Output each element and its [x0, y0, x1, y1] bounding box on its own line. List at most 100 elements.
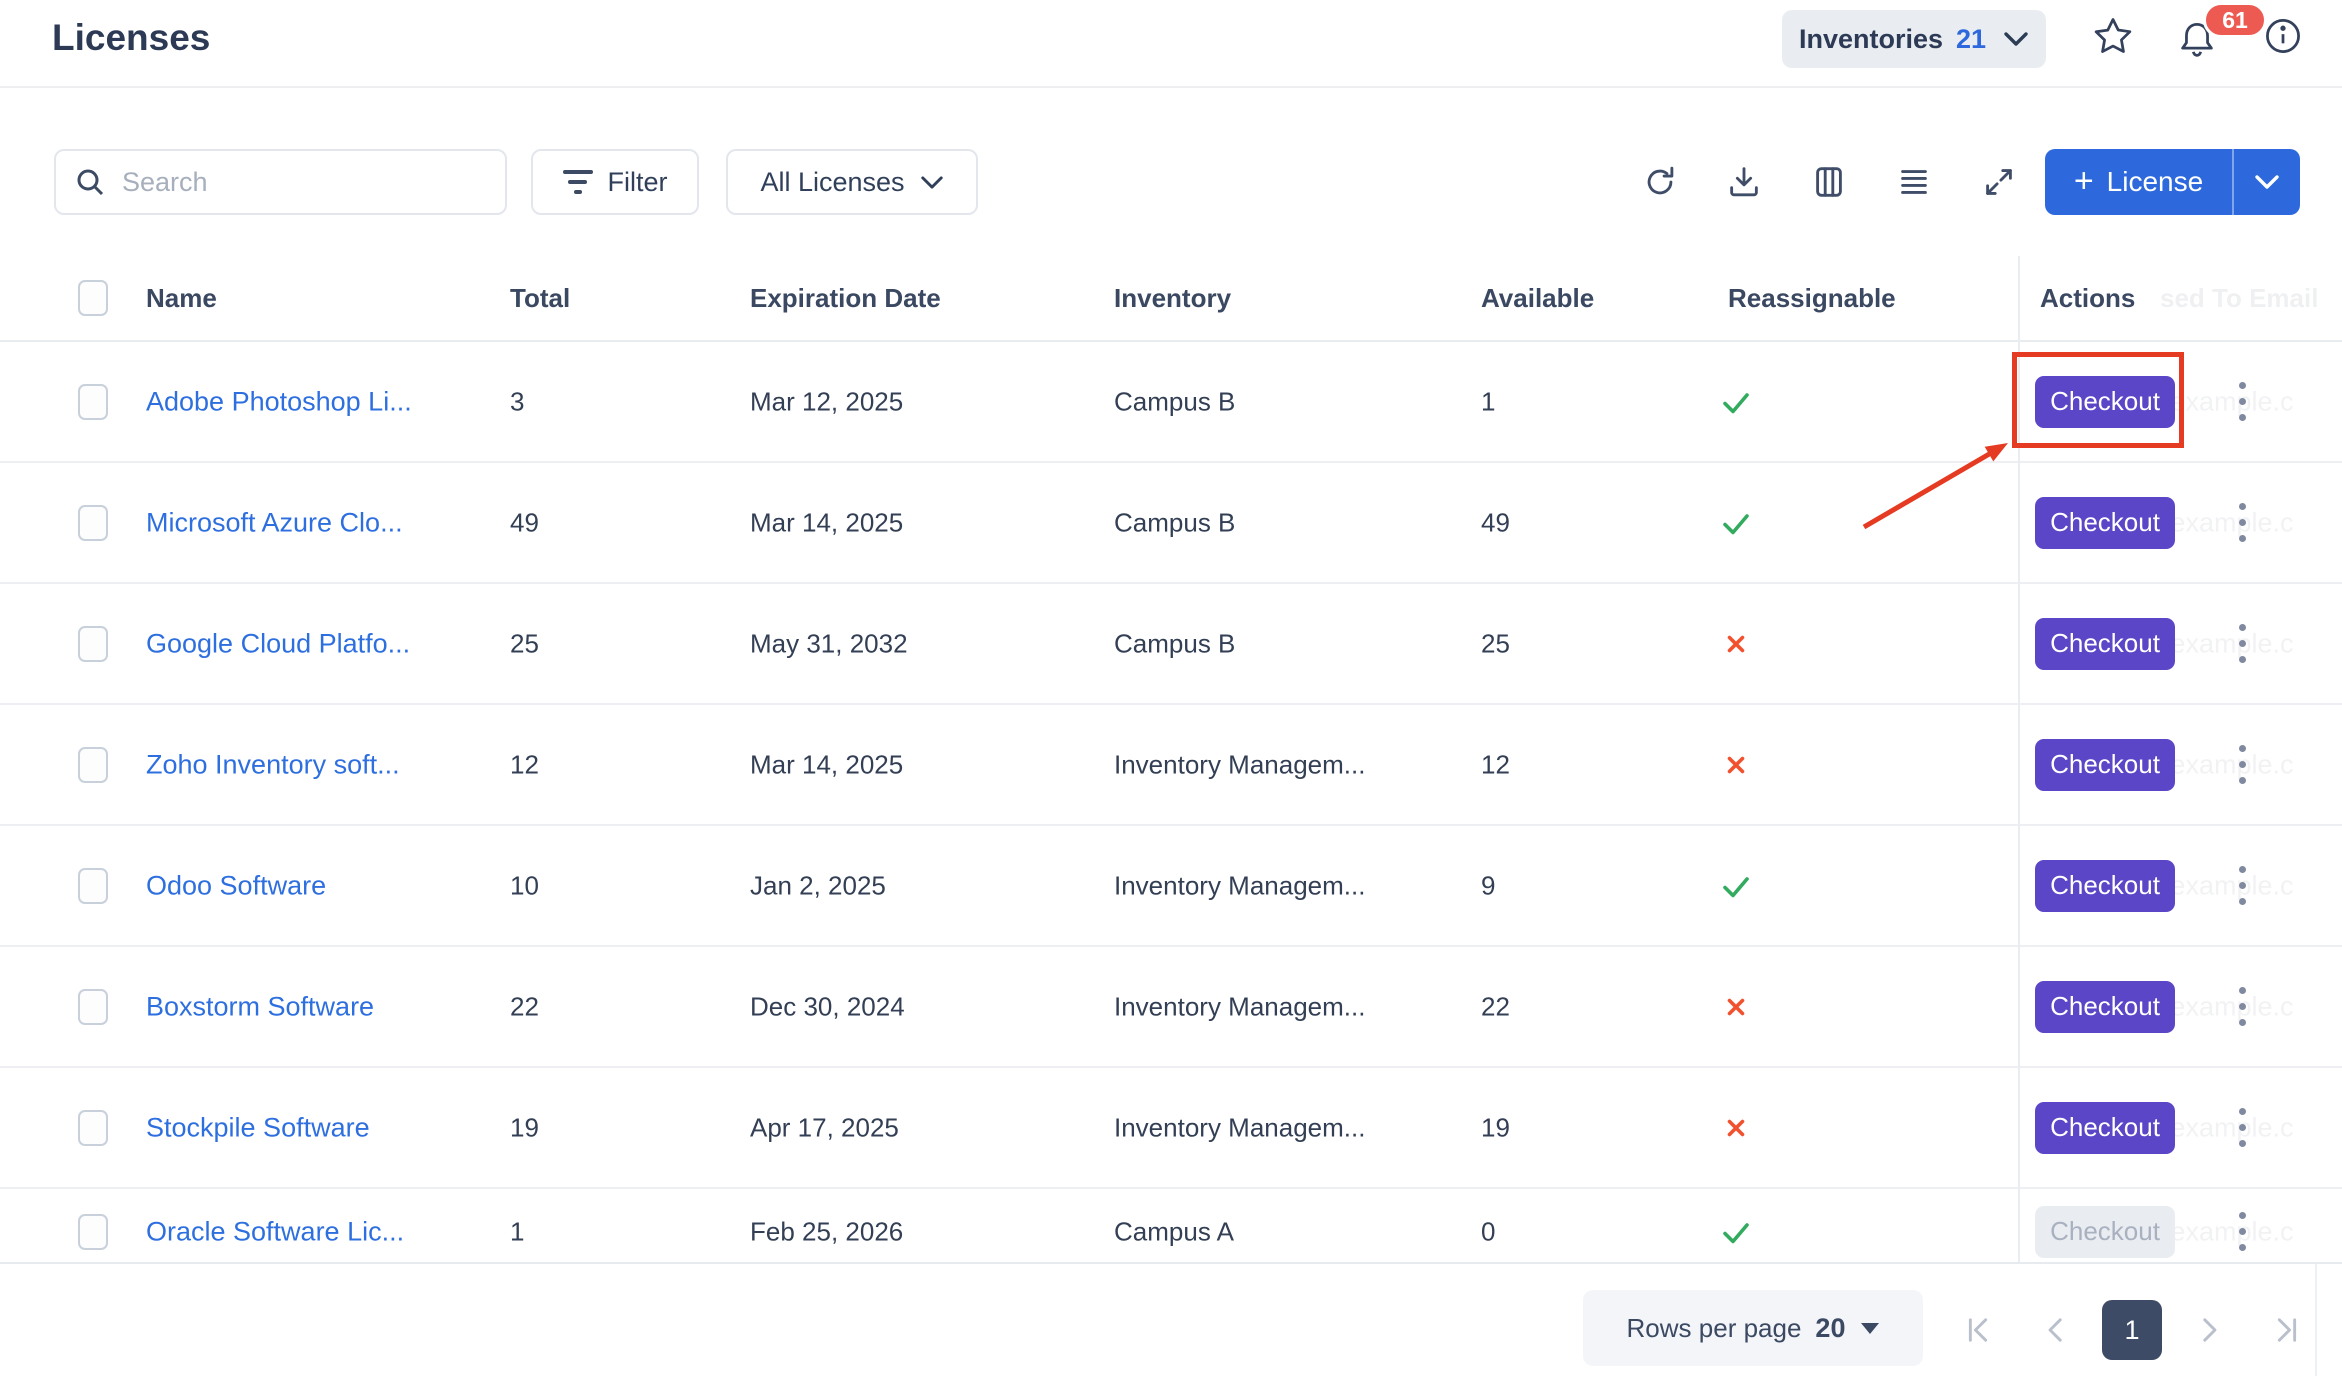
add-license-menu-toggle[interactable]: [2232, 149, 2300, 215]
row-actions-menu-button[interactable]: [2224, 858, 2260, 914]
row-checkbox[interactable]: [78, 625, 108, 662]
checkout-button[interactable]: Checkout: [2035, 738, 2175, 791]
checkout-button[interactable]: Checkout: [2035, 859, 2175, 912]
reassignable-yes-icon: [1716, 866, 1756, 906]
favorite-star-button[interactable]: [2089, 12, 2137, 60]
row-checkbox[interactable]: [78, 1109, 108, 1146]
row-checkbox[interactable]: [78, 504, 108, 541]
checkout-button[interactable]: Checkout: [2035, 980, 2175, 1033]
row-checkbox[interactable]: [78, 746, 108, 783]
row-actions-menu-button[interactable]: [2224, 495, 2260, 551]
inventory-cell: Inventory Managem...: [1114, 749, 1366, 779]
column-header-inventory[interactable]: Inventory: [1114, 282, 1232, 313]
refresh-button[interactable]: [1636, 158, 1684, 206]
chevron-down-icon: [2004, 32, 2028, 46]
inventory-cell: Campus A: [1114, 1216, 1234, 1246]
current-page-button[interactable]: 1: [2102, 1300, 2162, 1360]
total-cell: 49: [510, 507, 539, 537]
checkout-button: Checkout: [2035, 1205, 2175, 1258]
table-row-content: Microsoft Azure Clo... 49 Mar 14, 2025 Camp…: [0, 463, 2342, 582]
total-cell: 12: [510, 749, 539, 779]
add-license-button[interactable]: + License: [2045, 149, 2300, 215]
column-header-reassignable[interactable]: Reassignable: [1728, 282, 1896, 313]
reassignable-no-icon: [1716, 1108, 1756, 1148]
row-actions-menu-button[interactable]: [2224, 1100, 2260, 1156]
caret-down-icon: [1861, 1322, 1880, 1334]
license-name-link[interactable]: Stockpile Software: [146, 1112, 370, 1142]
filter-button[interactable]: Filter: [531, 149, 699, 215]
rows-per-page-dropdown[interactable]: Rows per page 20: [1583, 1290, 1923, 1366]
chevron-down-icon: [920, 175, 943, 189]
fullscreen-button[interactable]: [1975, 158, 2023, 206]
row-checkbox[interactable]: [78, 1213, 108, 1250]
reassignable-no-icon: [1716, 987, 1756, 1027]
license-name-link[interactable]: Oracle Software Lic...: [146, 1216, 405, 1246]
add-license-main[interactable]: + License: [2045, 149, 2232, 215]
list-view-icon: [1901, 170, 1927, 194]
table-row-content: Oracle Software Lic... 1 Feb 25, 2026 Campu…: [0, 1172, 2342, 1291]
previous-page-button[interactable]: [2036, 1310, 2076, 1350]
inventory-cell: Inventory Managem...: [1114, 1112, 1366, 1142]
expiration-date-cell: Jan 2, 2025: [750, 870, 886, 900]
expiration-date-cell: May 31, 2032: [750, 628, 908, 658]
inventory-cell: Campus B: [1114, 507, 1236, 537]
column-header-total[interactable]: Total: [510, 282, 571, 313]
select-all-checkbox[interactable]: [78, 280, 108, 316]
rows-per-page-value: 20: [1815, 1312, 1846, 1343]
column-header-expiration[interactable]: Expiration Date: [750, 282, 941, 313]
row-actions-menu-button[interactable]: [2224, 374, 2260, 430]
table-row-content: Stockpile Software 19 Apr 17, 2025 Inventor…: [0, 1068, 2342, 1187]
columns-button[interactable]: [1805, 158, 1853, 206]
expiration-date-cell: Dec 30, 2024: [750, 991, 905, 1021]
license-name-link[interactable]: Odoo Software: [146, 870, 327, 900]
table-row: Stockpile Software 19 Apr 17, 2025 Inventor…: [0, 1068, 2342, 1189]
checkout-button[interactable]: Checkout: [2035, 617, 2175, 670]
license-name-link[interactable]: Microsoft Azure Clo...: [146, 507, 403, 537]
total-cell: 1: [510, 1216, 525, 1246]
row-actions-menu-button[interactable]: [2224, 1204, 2260, 1260]
inventory-cell: Campus B: [1114, 386, 1236, 416]
reassignable-yes-icon: [1716, 503, 1756, 543]
table-row: Google Cloud Platfo... 25 May 31, 2032 Camp…: [0, 584, 2342, 705]
column-header-name[interactable]: Name: [146, 282, 217, 313]
download-button[interactable]: [1720, 158, 1768, 206]
filter-icon: [562, 170, 593, 194]
row-actions-menu-button[interactable]: [2224, 737, 2260, 793]
info-button[interactable]: [2259, 12, 2307, 60]
column-header-available[interactable]: Available: [1481, 282, 1595, 313]
last-page-button[interactable]: [2267, 1310, 2307, 1350]
table-row-content: Odoo Software 10 Jan 2, 2025 Inventory Mana…: [0, 826, 2342, 945]
first-page-button[interactable]: [1958, 1310, 1998, 1350]
checkout-button[interactable]: Checkout: [2035, 1101, 2175, 1154]
checkout-button[interactable]: Checkout: [2035, 496, 2175, 549]
chevron-left-icon: [2048, 1318, 2062, 1342]
info-icon: [2266, 19, 2300, 53]
row-checkbox[interactable]: [78, 383, 108, 420]
row-density-button[interactable]: [1890, 158, 1938, 206]
hidden-column-header-ghost: sed To Email: [2160, 282, 2319, 313]
actions-column-divider: [2018, 256, 2020, 1262]
row-actions-menu-button[interactable]: [2224, 616, 2260, 672]
inventories-dropdown[interactable]: Inventories 21: [1782, 10, 2046, 68]
inventory-cell: Campus B: [1114, 628, 1236, 658]
plus-icon: +: [2073, 161, 2094, 200]
license-name-link[interactable]: Adobe Photoshop Li...: [146, 386, 412, 416]
license-name-link[interactable]: Google Cloud Platfo...: [146, 628, 411, 658]
total-cell: 25: [510, 628, 539, 658]
row-actions-menu-button[interactable]: [2224, 979, 2260, 1035]
inventory-cell: Inventory Managem...: [1114, 991, 1366, 1021]
next-page-button[interactable]: [2189, 1310, 2229, 1350]
inventories-label: Inventories: [1798, 23, 1943, 54]
row-checkbox[interactable]: [78, 867, 108, 904]
column-header-actions: Actions: [2040, 282, 2136, 313]
available-cell: 25: [1481, 628, 1510, 658]
license-name-link[interactable]: Boxstorm Software: [146, 991, 375, 1021]
row-checkbox[interactable]: [78, 988, 108, 1025]
table-row-content: Boxstorm Software 22 Dec 30, 2024 Inventory…: [0, 947, 2342, 1066]
table-row: Adobe Photoshop Li... 3 Mar 12, 2025 Campus…: [0, 342, 2342, 463]
search-input[interactable]: [120, 165, 487, 199]
checkout-button[interactable]: Checkout: [2035, 375, 2175, 428]
license-name-link[interactable]: Zoho Inventory soft...: [146, 749, 400, 779]
expand-icon: [1986, 169, 2012, 195]
license-scope-dropdown[interactable]: All Licenses: [726, 149, 978, 215]
